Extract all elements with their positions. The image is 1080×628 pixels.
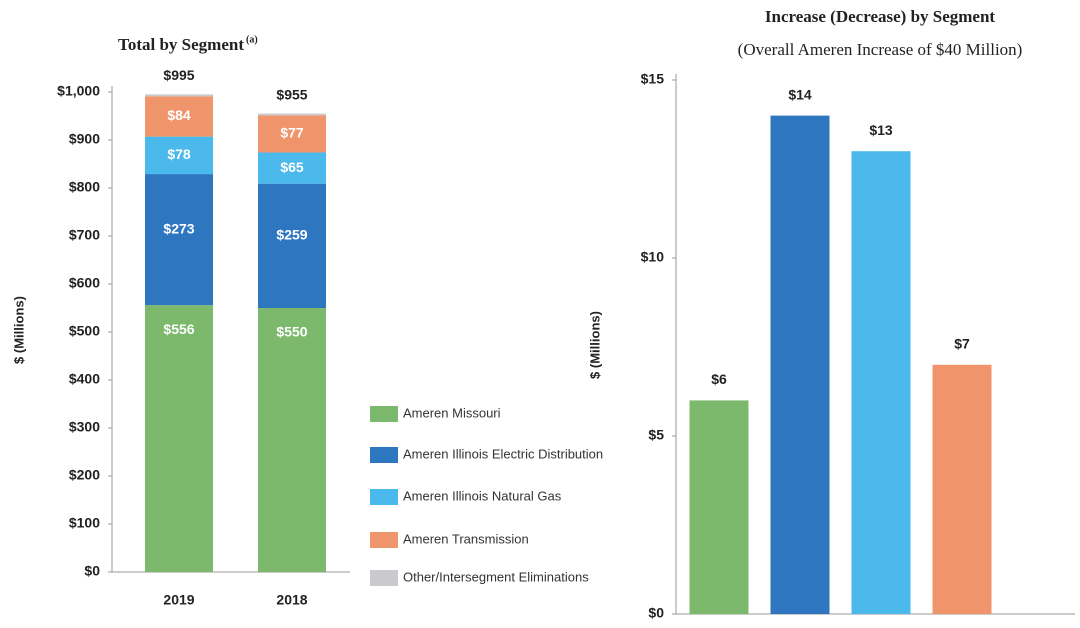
bar (932, 364, 992, 614)
legend-swatch (370, 447, 398, 463)
legend-swatch (370, 570, 398, 586)
bar-segment (145, 94, 213, 97)
y-tick-label: $0 (648, 605, 664, 621)
data-label: $273 (163, 220, 194, 236)
data-label: $77 (280, 125, 304, 141)
bar (851, 151, 911, 614)
bar-segment (258, 115, 326, 153)
y-tick-label: $5 (648, 427, 664, 443)
legend-swatch (370, 532, 398, 548)
y-tick-label: $600 (69, 275, 100, 291)
total-label: $995 (163, 67, 194, 83)
legend-swatch (370, 489, 398, 505)
data-label: $7 (954, 336, 970, 352)
title-superscript: (a) (246, 34, 258, 45)
bar-segment (145, 305, 213, 572)
bar-segment (258, 308, 326, 572)
y-tick-label: $10 (641, 249, 665, 265)
bar-segment (258, 183, 326, 308)
bar-segment (145, 174, 213, 306)
data-label: $6 (711, 371, 727, 387)
data-label: $78 (167, 146, 191, 162)
y-tick-label: $300 (69, 419, 100, 435)
legend-label: Ameren Illinois Natural Gas (403, 488, 562, 503)
y-tick-label: $1,000 (57, 83, 100, 99)
data-label: $550 (276, 324, 307, 340)
bar-segment (145, 136, 213, 175)
y-tick-label: $500 (69, 323, 100, 339)
data-label: $84 (167, 107, 191, 123)
chart-title: Increase (Decrease) by Segment (765, 7, 996, 26)
y-tick-label: $700 (69, 227, 100, 243)
y-axis-label: $ (Millions) (587, 311, 602, 379)
y-tick-label: $100 (69, 515, 100, 531)
bar (689, 400, 749, 614)
y-tick-label: $800 (69, 179, 100, 195)
bar-segment (258, 152, 326, 184)
legend-label: Ameren Missouri (403, 405, 501, 420)
y-tick-label: $15 (641, 71, 665, 87)
data-label: $259 (276, 227, 307, 243)
data-label: $556 (163, 321, 194, 337)
y-tick-label: $200 (69, 467, 100, 483)
data-label: $13 (869, 122, 893, 138)
bar-segment (145, 96, 213, 137)
x-tick-label: 2019 (163, 592, 194, 608)
legend-swatch (370, 406, 398, 422)
data-label: $14 (788, 86, 812, 102)
data-label: $65 (280, 159, 304, 175)
y-tick-label: $900 (69, 131, 100, 147)
y-axis-label: $ (Millions) (11, 296, 26, 364)
chart-title: Total by Segment (118, 35, 244, 54)
legend-label: Ameren Illinois Electric Distribution (403, 446, 603, 461)
bar-segment (258, 113, 326, 116)
x-tick-label: 2018 (276, 592, 307, 608)
legend-label: Ameren Transmission (403, 531, 529, 546)
bar (770, 115, 830, 614)
legend-label: Other/Intersegment Eliminations (403, 569, 589, 584)
y-tick-label: $0 (84, 563, 100, 579)
y-tick-label: $400 (69, 371, 100, 387)
total-label: $955 (276, 86, 307, 102)
chart-subtitle: (Overall Ameren Increase of $40 Million) (738, 40, 1023, 59)
